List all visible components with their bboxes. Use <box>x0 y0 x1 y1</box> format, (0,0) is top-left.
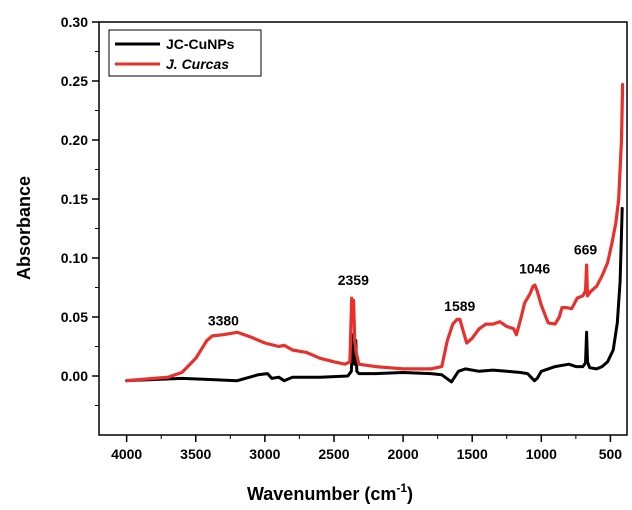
x-axis-title-main: Wavenumber (cm <box>247 484 396 504</box>
series-line-jc-cunps <box>125 206 624 384</box>
x-tick-label: 1000 <box>526 446 557 462</box>
y-tick-label: 0.05 <box>61 309 88 325</box>
x-axis-ticks: 4000 3500 3000 2500 2000 1500 1000 500 <box>111 435 622 462</box>
x-tick-label: 3500 <box>180 446 211 462</box>
x-axis-title: Wavenumber (cm-1) <box>247 481 413 504</box>
x-tick-label: 3000 <box>249 446 280 462</box>
y-tick-label: 0.30 <box>61 14 88 30</box>
peak-label: 1046 <box>519 260 550 276</box>
legend-label-jc-cunps: JC-CuNPs <box>166 36 235 52</box>
x-axis-title-superscript: -1 <box>396 481 407 495</box>
y-tick-label: 0.25 <box>61 73 88 89</box>
y-tick-label: 0.15 <box>61 191 88 207</box>
peak-label: 1589 <box>444 298 475 314</box>
legend: JC-CuNPs J. Curcas <box>108 29 262 77</box>
x-tick-label: 2000 <box>388 446 419 462</box>
y-axis-ticks: 0.00 0.05 0.10 0.15 0.20 0.25 0.30 <box>61 14 99 406</box>
x-tick-label: 500 <box>599 446 623 462</box>
legend-box <box>108 29 262 77</box>
series-line-j-curcas <box>125 82 625 383</box>
legend-label-j-curcas: J. Curcas <box>166 56 229 72</box>
series-layer <box>125 82 625 384</box>
y-tick-label: 0.00 <box>61 368 88 384</box>
y-tick-label: 0.20 <box>61 132 88 148</box>
annotation-layer: 3380 2359 1589 1046 669 <box>208 241 598 328</box>
y-tick-label: 0.10 <box>61 250 88 266</box>
x-axis-title-close: ) <box>407 484 413 504</box>
peak-label: 2359 <box>338 272 369 288</box>
peak-label: 3380 <box>208 312 239 328</box>
y-axis-title: Absorbance <box>14 176 34 280</box>
x-tick-label: 2500 <box>318 446 349 462</box>
peak-label: 669 <box>574 241 598 257</box>
x-tick-label: 4000 <box>111 446 142 462</box>
x-tick-label: 1500 <box>457 446 488 462</box>
